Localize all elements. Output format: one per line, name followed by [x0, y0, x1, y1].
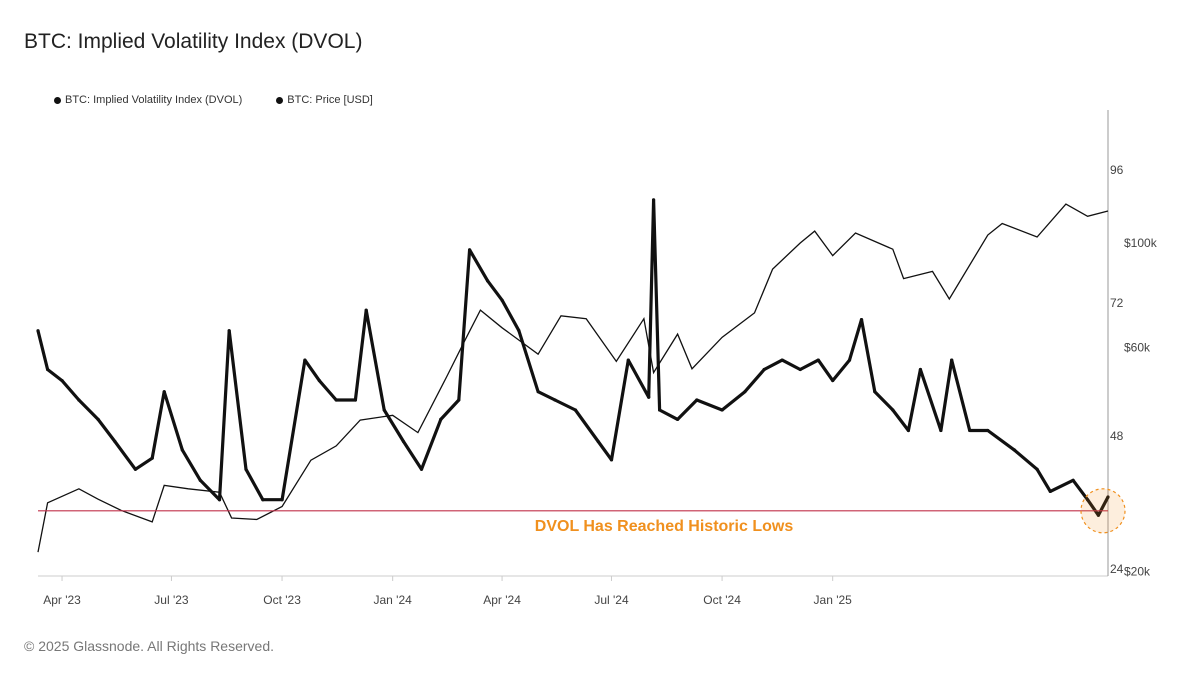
dvol-point — [261, 498, 265, 502]
dvol-point — [133, 467, 137, 471]
dvol-point — [36, 329, 40, 333]
y-left-tick-label: 48 — [1110, 429, 1124, 443]
dvol-point — [1048, 489, 1052, 494]
dvol-point — [743, 390, 747, 394]
chart-title: BTC: Implied Volatility Index (DVOL) — [24, 30, 363, 53]
dvol-point — [60, 378, 64, 383]
dvol-point — [906, 428, 911, 433]
dvol-point — [96, 417, 100, 421]
dvol-point — [46, 367, 50, 372]
dvol-point — [762, 367, 766, 372]
dvol-point — [647, 395, 651, 399]
dvol-point — [626, 358, 630, 362]
dvol-point — [939, 428, 943, 433]
dvol-point — [891, 408, 895, 412]
legend-item-price[interactable]: BTC: Price [USD] — [276, 94, 373, 106]
x-tick-label: Jan '25 — [814, 593, 853, 607]
copyright-footer: © 2025 Glassnode. All Rights Reserved. — [24, 638, 275, 654]
dvol-point — [334, 398, 338, 402]
price-series-line — [37, 203, 1109, 553]
dvol-point — [553, 398, 557, 402]
x-tick-label: Jul '23 — [154, 593, 189, 607]
dvol-point — [382, 408, 386, 412]
dvol-point — [419, 467, 424, 471]
dvol-point — [596, 439, 600, 444]
dvol-point — [364, 308, 368, 312]
dvol-point — [1035, 467, 1039, 471]
legend: BTC: Implied Volatility Index (DVOL) BTC… — [54, 94, 373, 106]
dvol-point — [113, 439, 117, 444]
dvol-point — [918, 367, 923, 372]
dvol-point — [657, 408, 662, 412]
dvol-point — [353, 398, 357, 402]
legend-dot-icon — [54, 96, 61, 104]
dvol-point — [1096, 513, 1100, 517]
x-tick-label: Jan '24 — [373, 593, 412, 607]
y-right-tick-label: $60k — [1124, 340, 1151, 354]
dvol-point — [500, 298, 504, 302]
dvol-point — [1106, 495, 1110, 499]
dvol-point — [780, 358, 784, 362]
x-tick-label: Oct '24 — [703, 593, 741, 607]
dvol-point — [873, 390, 877, 394]
dvol-point — [244, 467, 248, 471]
y-left-tick-label: 96 — [1110, 163, 1124, 177]
dvol-point — [968, 428, 972, 433]
dvol-point — [720, 408, 724, 412]
dvol-point — [831, 378, 835, 383]
dvol-point — [847, 358, 852, 362]
dvol-point — [536, 390, 540, 394]
highlight-circle — [1080, 488, 1126, 534]
dvol-point — [517, 329, 521, 333]
x-tick-label: Oct '23 — [263, 593, 301, 607]
legend-label: BTC: Price [USD] — [287, 94, 373, 106]
y-right-tick-label: $100k — [1124, 236, 1158, 250]
dvol-point — [317, 378, 321, 383]
dvol-series-line — [36, 198, 1110, 517]
dvol-point — [1085, 498, 1090, 502]
dvol-point — [457, 398, 461, 402]
dvol-point — [217, 498, 222, 502]
x-tick-label: Apr '23 — [43, 593, 81, 607]
y-left-tick-label: 72 — [1110, 296, 1124, 310]
dvol-point — [227, 329, 231, 333]
dvol-point — [859, 318, 864, 322]
dvol-point — [468, 248, 472, 252]
dvol-point — [77, 398, 81, 402]
dvol-point — [1012, 448, 1016, 452]
dvol-point — [1071, 478, 1075, 482]
x-tick-label: Jul '24 — [594, 593, 629, 607]
dvol-point — [798, 367, 802, 372]
x-tick-label: Apr '24 — [483, 593, 521, 607]
annotation-text: DVOL Has Reached Historic Lows — [535, 518, 794, 535]
dvol-point — [303, 358, 307, 362]
dvol-point — [180, 448, 184, 452]
legend-item-dvol[interactable]: BTC: Implied Volatility Index (DVOL) — [54, 94, 242, 106]
dvol-point — [486, 279, 490, 283]
dvol-point — [609, 458, 614, 462]
dvol-point — [695, 398, 699, 402]
dvol-point — [162, 390, 166, 394]
dvol-point — [439, 417, 443, 421]
dvol-point — [950, 358, 954, 362]
dvol-point — [986, 428, 990, 433]
dvol-point — [401, 439, 406, 444]
dvol-point — [816, 358, 820, 362]
legend-dot-icon — [276, 96, 284, 104]
y-right-tick-label: $20k — [1124, 565, 1151, 579]
dvol-point — [198, 478, 202, 482]
y-left-tick-label: 24 — [1110, 562, 1124, 576]
dvol-point — [573, 408, 578, 412]
dvol-point — [150, 456, 154, 460]
legend-label: BTC: Implied Volatility Index (DVOL) — [65, 94, 243, 106]
dvol-point — [675, 417, 680, 421]
dvol-point — [280, 498, 284, 502]
dvol-point — [651, 198, 656, 202]
